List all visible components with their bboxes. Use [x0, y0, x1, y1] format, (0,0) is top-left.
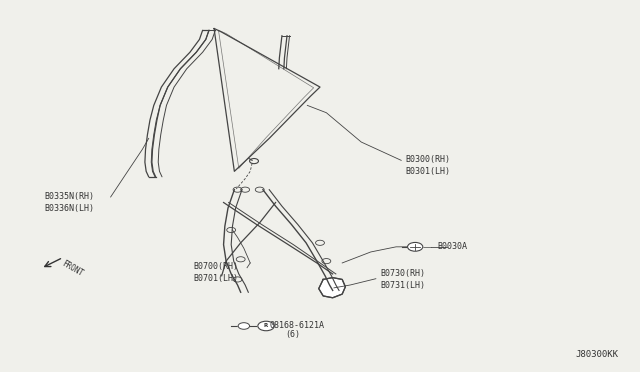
Text: J80300KK: J80300KK	[575, 350, 618, 359]
Circle shape	[238, 323, 250, 329]
Circle shape	[408, 243, 423, 251]
Text: B0335N(RH)
B0336N(LH): B0335N(RH) B0336N(LH)	[44, 192, 94, 213]
Text: B0700(RH)
B0701(LH): B0700(RH) B0701(LH)	[193, 262, 238, 282]
Text: (6): (6)	[285, 330, 300, 339]
Text: B0300(RH)
B0301(LH): B0300(RH) B0301(LH)	[406, 155, 451, 176]
Text: B0730(RH)
B0731(LH): B0730(RH) B0731(LH)	[380, 269, 425, 290]
Text: 08168-6121A: 08168-6121A	[269, 321, 324, 330]
Circle shape	[258, 321, 275, 331]
Text: R: R	[264, 324, 268, 328]
Text: FRONT: FRONT	[60, 259, 84, 279]
Polygon shape	[319, 278, 346, 298]
Text: B0030A: B0030A	[437, 242, 467, 251]
